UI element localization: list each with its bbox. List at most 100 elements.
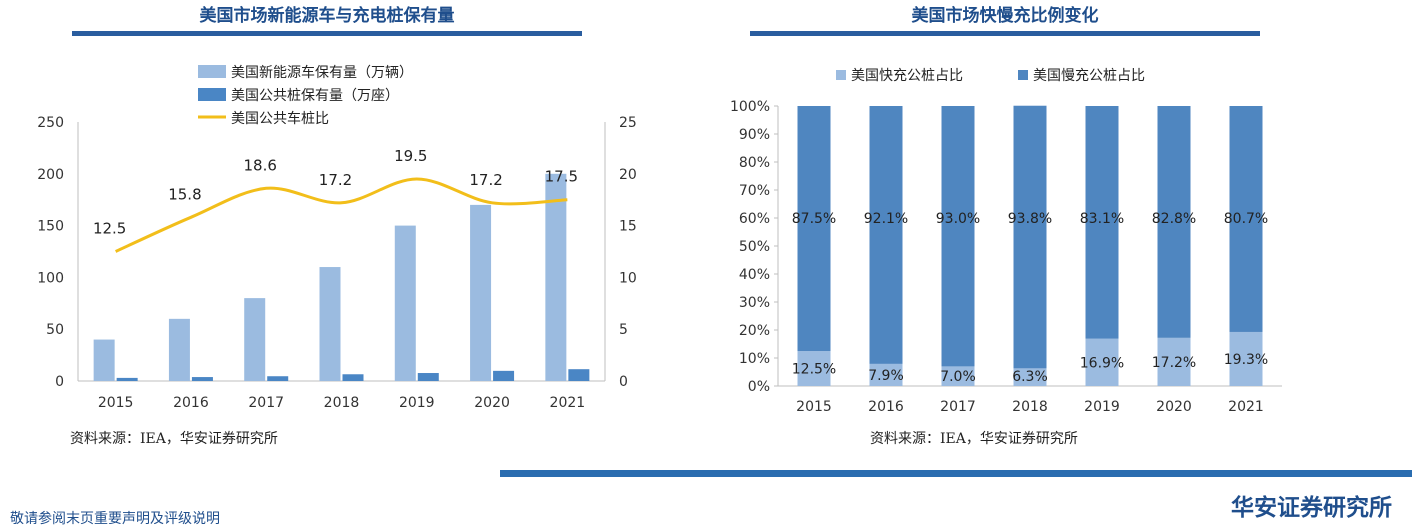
- right-x-tick-label: 2017: [940, 399, 976, 415]
- footer-disclaimer: 敬请参阅末页重要声明及评级说明: [10, 511, 220, 527]
- right-chart-title: 美国市场快慢充比例变化: [911, 6, 1099, 26]
- slow-share-bar: [1229, 106, 1263, 332]
- fast-share-label: 12.5%: [792, 362, 836, 378]
- charger-stock-bar: [493, 370, 515, 381]
- ratio-data-label: 19.5: [394, 147, 427, 165]
- slow-share-bar: [1013, 105, 1047, 369]
- ratio-data-label: 18.6: [244, 156, 277, 174]
- right-y-tick-label: 30%: [739, 295, 770, 311]
- fast-share-label: 16.9%: [1080, 355, 1124, 371]
- right-y-tick-label: 70%: [739, 183, 770, 199]
- right-y-tick-label: 20%: [739, 323, 770, 339]
- legend-label-ratio: 美国公共车桩比: [231, 110, 329, 127]
- left-source-note: 资料来源：IEA，华安证券研究所: [70, 431, 278, 447]
- left-x-tick-label: 2018: [324, 395, 360, 411]
- legend-swatch-charger: [198, 88, 226, 101]
- legend-label-fast: 美国快充公桩占比: [851, 67, 963, 84]
- charger-stock-bar: [267, 376, 289, 381]
- fast-share-label: 19.3%: [1224, 352, 1268, 368]
- ratio-data-label: 17.2: [469, 171, 502, 189]
- left-x-tick-label: 2020: [474, 395, 510, 411]
- fast-share-bar: [1085, 338, 1119, 386]
- left-x-tick-label: 2017: [248, 395, 284, 411]
- left-y2-tick-label: 10: [619, 270, 637, 286]
- left-y2-tick-label: 25: [619, 115, 637, 131]
- left-y2-tick-label: 15: [619, 219, 637, 235]
- slow-share-bar: [797, 106, 831, 351]
- left-y-tick-label: 150: [37, 219, 64, 235]
- ratio-data-label: 15.8: [168, 185, 201, 203]
- right-title-rule: [750, 31, 1260, 36]
- slow-share-label: 82.8%: [1152, 211, 1196, 227]
- right-y-tick-label: 100%: [730, 99, 770, 115]
- left-x-tick-label: 2016: [173, 395, 209, 411]
- right-y-tick-label: 40%: [739, 267, 770, 283]
- left-title-rule: [72, 31, 582, 36]
- fast-share-bar: [1229, 331, 1263, 386]
- legend-swatch-ev: [198, 65, 226, 78]
- footer-brand: 华安证券研究所: [1231, 495, 1392, 521]
- ev-stock-bar: [319, 267, 341, 381]
- right-y-tick-label: 90%: [739, 127, 770, 143]
- left-y2-tick-label: 0: [619, 374, 628, 390]
- right-y-tick-label: 10%: [739, 351, 770, 367]
- legend-label-ev: 美国新能源车保有量（万辆）: [231, 64, 413, 81]
- fast-share-label: 6.3%: [1012, 369, 1048, 385]
- right-source-note: 资料来源：IEA，华安证券研究所: [870, 431, 1078, 447]
- slow-share-bar: [869, 106, 903, 364]
- fast-share-label: 7.0%: [940, 369, 976, 385]
- right-y-tick-label: 60%: [739, 211, 770, 227]
- left-y-tick-label: 250: [37, 115, 64, 131]
- right-chart: 美国快充公桩占比 美国慢充公桩占比 0% 10% 20% 30% 40% 50% 60% 70…: [730, 67, 1282, 415]
- left-chart-title: 美国市场新能源车与充电桩保有量: [199, 6, 455, 26]
- charger-stock-bar: [342, 374, 364, 381]
- right-x-tick-label: 2016: [868, 399, 904, 415]
- left-y-tick-label: 200: [37, 167, 64, 183]
- fast-share-label: 7.9%: [868, 368, 904, 384]
- left-legend: 美国新能源车保有量（万辆） 美国公共桩保有量（万座） 美国公共车桩比: [198, 64, 413, 127]
- left-chart: 美国新能源车保有量（万辆） 美国公共桩保有量（万座） 美国公共车桩比 05010…: [37, 64, 637, 411]
- slow-share-label: 87.5%: [792, 211, 836, 227]
- legend-swatch-slow: [1018, 70, 1028, 80]
- right-x-tick-label: 2019: [1084, 399, 1120, 415]
- left-y2-tick-label: 20: [619, 167, 637, 183]
- right-y-tick-label: 50%: [739, 239, 770, 255]
- footer-rule: [500, 470, 1412, 477]
- slow-share-label: 92.1%: [864, 211, 908, 227]
- right-y-tick-label: 0%: [748, 379, 770, 395]
- left-y-tick-label: 50: [46, 322, 64, 338]
- left-y2-tick-label: 5: [619, 322, 628, 338]
- left-y-tick-label: 0: [55, 374, 64, 390]
- ev-stock-bar: [545, 173, 567, 381]
- charger-stock-bar: [568, 369, 590, 381]
- fast-share-bar: [1157, 337, 1191, 386]
- ev-stock-bar: [168, 318, 190, 381]
- slow-share-label: 93.0%: [936, 211, 980, 227]
- ev-stock-bar: [394, 225, 416, 381]
- ratio-data-label: 17.5: [545, 168, 578, 186]
- charger-stock-bar: [116, 377, 138, 381]
- right-x-tick-label: 2015: [796, 399, 832, 415]
- ratio-line: [115, 177, 568, 253]
- ev-stock-bar: [244, 298, 266, 381]
- legend-label-charger: 美国公共桩保有量（万座）: [231, 87, 399, 104]
- slow-share-bar: [1085, 106, 1119, 339]
- fast-share-label: 17.2%: [1152, 355, 1196, 371]
- ev-stock-bar: [93, 339, 115, 381]
- legend-label-slow: 美国慢充公桩占比: [1033, 67, 1145, 84]
- fast-share-bar: [869, 363, 903, 386]
- fast-share-bar: [941, 366, 975, 386]
- charger-stock-bar: [417, 373, 439, 381]
- left-y-tick-label: 100: [37, 270, 64, 286]
- slow-share-label: 93.8%: [1008, 211, 1052, 227]
- charger-stock-bar: [191, 377, 213, 381]
- slow-share-bar: [941, 106, 975, 367]
- left-x-tick-label: 2021: [550, 395, 586, 411]
- right-legend: 美国快充公桩占比 美国慢充公桩占比: [836, 67, 1145, 84]
- slow-share-bar: [1157, 106, 1191, 338]
- left-x-tick-label: 2019: [399, 395, 435, 411]
- ev-stock-bar: [470, 204, 492, 381]
- slow-share-label: 80.7%: [1224, 211, 1268, 227]
- right-x-tick-label: 2018: [1012, 399, 1048, 415]
- ratio-data-label: 17.2: [319, 171, 352, 189]
